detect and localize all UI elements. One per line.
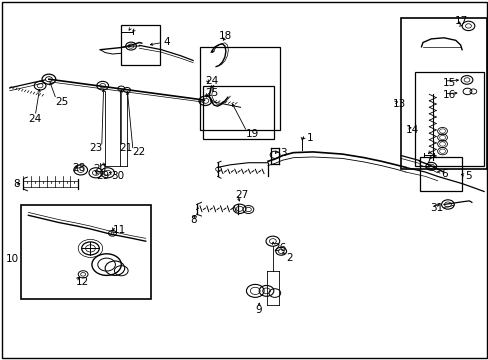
Text: 8: 8 (190, 215, 197, 225)
Text: 3: 3 (280, 148, 286, 158)
Text: 28: 28 (72, 163, 85, 173)
Text: 11: 11 (112, 225, 125, 235)
Text: 2: 2 (286, 253, 293, 264)
Bar (200, 47, 279, 130)
Text: 23: 23 (89, 143, 102, 153)
Bar (121, 25, 160, 65)
Text: 17: 17 (454, 16, 467, 26)
Text: 19: 19 (245, 129, 258, 139)
Text: 24: 24 (205, 76, 218, 86)
Text: 9: 9 (255, 305, 262, 315)
Text: 26: 26 (272, 243, 285, 253)
Text: 25: 25 (55, 96, 68, 107)
Text: 10: 10 (6, 254, 19, 264)
Bar (419, 157, 461, 191)
Text: 6: 6 (440, 168, 447, 179)
Text: 4: 4 (163, 37, 170, 48)
Text: 25: 25 (205, 88, 218, 98)
Text: 8: 8 (13, 179, 20, 189)
Text: 1: 1 (306, 132, 313, 143)
Text: 13: 13 (392, 99, 405, 109)
Text: 18: 18 (218, 31, 231, 41)
Text: 7: 7 (425, 155, 431, 165)
Text: 24: 24 (28, 114, 42, 124)
Text: 12: 12 (76, 276, 89, 287)
Text: 14: 14 (405, 125, 418, 135)
Bar (400, 18, 486, 169)
Text: 30: 30 (111, 171, 124, 181)
Text: 27: 27 (235, 190, 248, 200)
Text: 5: 5 (465, 171, 471, 181)
Bar (203, 86, 273, 139)
Text: 15: 15 (442, 78, 455, 88)
Text: 22: 22 (132, 147, 145, 157)
Text: 29: 29 (96, 171, 109, 181)
Bar (414, 72, 483, 166)
Bar (20, 205, 150, 299)
Text: 16: 16 (442, 90, 455, 100)
Text: 31: 31 (429, 203, 443, 213)
Text: 21: 21 (119, 143, 132, 153)
Text: 20: 20 (94, 164, 106, 174)
